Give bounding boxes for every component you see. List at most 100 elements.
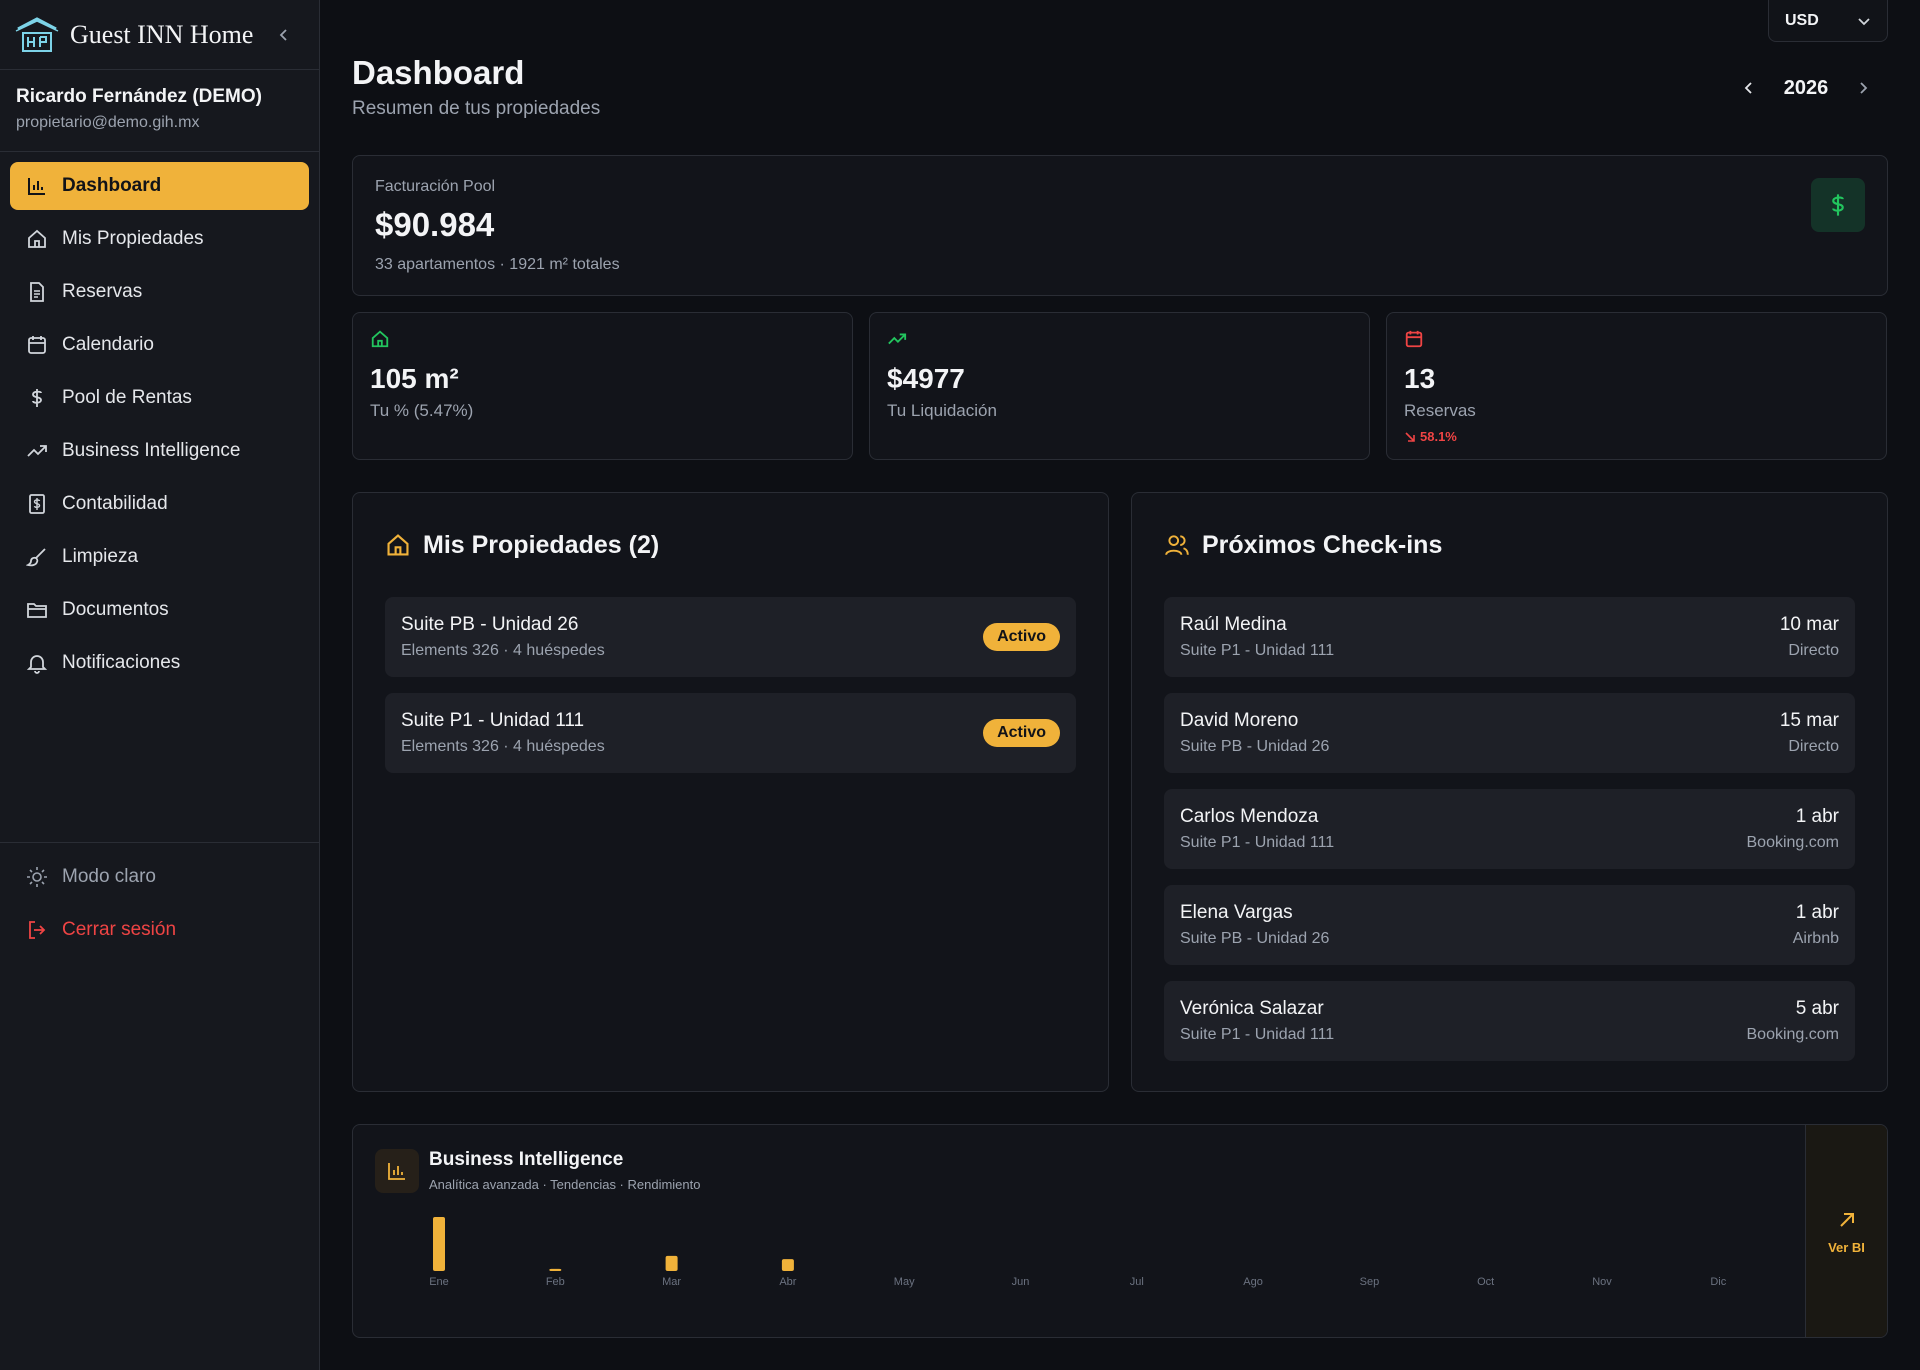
ver-bi-button[interactable]: Ver BI	[1805, 1125, 1887, 1337]
sidebar-item-reservas[interactable]: Reservas	[10, 268, 309, 316]
chevron-down-icon	[1858, 17, 1870, 25]
tick-label-ago: Ago	[1243, 1276, 1263, 1288]
checkin-channel: Directo	[1788, 738, 1839, 755]
sidebar-item-label: Contabilidad	[62, 493, 168, 514]
stat-change-value: 58.1%	[1420, 429, 1457, 444]
properties-title: Mis Propiedades (2)	[423, 530, 660, 559]
bi-subtitle: Analítica avanzada · Tendencias · Rendim…	[429, 1177, 701, 1192]
trending-up-icon	[888, 333, 907, 345]
bar-abr	[781, 1259, 794, 1271]
checkin-row[interactable]: Raúl Medina Suite P1 - Unidad 111 10 mar…	[1164, 597, 1855, 677]
logout-button[interactable]: Cerrar sesión	[10, 906, 309, 954]
checkin-row[interactable]: Elena Vargas Suite PB - Unidad 26 1 abr …	[1164, 885, 1855, 965]
stat-change: 58.1%	[1404, 429, 1869, 444]
bar-mar	[665, 1255, 678, 1271]
checkin-channel: Booking.com	[1746, 834, 1840, 851]
calendar-icon	[28, 336, 46, 354]
stat-card-liquidacion: $4977 Tu Liquidación	[869, 312, 1370, 460]
sidebar-item-propiedades[interactable]: Mis Propiedades	[10, 215, 309, 263]
arrow-up-right-icon	[1839, 1212, 1854, 1227]
sidebar-item-label: Calendario	[62, 334, 154, 355]
user-info: Ricardo Fernández (DEMO) propietario@dem…	[0, 70, 319, 152]
currency-value: USD	[1785, 11, 1819, 29]
checkin-channel: Booking.com	[1746, 1026, 1840, 1043]
logout-icon	[29, 921, 46, 939]
brand: Guest INN Home	[0, 0, 319, 70]
stat-value: 13	[1404, 363, 1436, 394]
calendar-icon	[1405, 330, 1423, 348]
guest-unit: Suite PB - Unidad 26	[1180, 930, 1330, 947]
theme-toggle-button[interactable]: Modo claro	[10, 853, 309, 901]
checkin-row[interactable]: Carlos Mendoza Suite P1 - Unidad 111 1 a…	[1164, 789, 1855, 869]
sidebar-item-documentos[interactable]: Documentos	[10, 586, 309, 634]
guest-unit: Suite P1 - Unidad 111	[1180, 1026, 1335, 1043]
bell-icon	[26, 655, 48, 674]
users-icon	[1165, 535, 1189, 556]
checkin-row[interactable]: Verónica Salazar Suite P1 - Unidad 111 5…	[1164, 981, 1855, 1061]
sidebar-item-label: Mis Propiedades	[62, 228, 204, 249]
sidebar-item-bi[interactable]: Business Intelligence	[10, 427, 309, 475]
sidebar-item-limpieza[interactable]: Limpieza	[10, 533, 309, 581]
prev-year-button[interactable]	[1736, 75, 1762, 101]
property-name: Suite P1 - Unidad 111	[401, 710, 585, 731]
guest-unit: Suite P1 - Unidad 111	[1180, 834, 1335, 851]
bar-chart-icon	[28, 178, 45, 195]
tick-label-oct: Oct	[1477, 1276, 1494, 1288]
stat-card-reservas: 13 Reservas 58.1%	[1386, 312, 1887, 460]
tick-label-abr: Abr	[779, 1276, 796, 1288]
home-icon	[28, 229, 46, 248]
page-subtitle: Resumen de tus propiedades	[352, 98, 601, 119]
stat-card-area: 105 m² Tu % (5.47%)	[352, 312, 853, 460]
chevron-left-icon	[279, 28, 287, 41]
pool-card: Facturación Pool $90.984 33 apartamentos…	[352, 155, 1888, 296]
stat-label: Tu Liquidación	[887, 401, 997, 420]
checkins-panel: Próximos Check-ins Raúl Medina Suite P1 …	[1131, 492, 1888, 1092]
property-name: Suite PB - Unidad 26	[401, 614, 579, 635]
checkins-title: Próximos Check-ins	[1202, 530, 1443, 559]
sidebar-item-pool[interactable]: Pool de Rentas	[10, 374, 309, 422]
sidebar-item-label: Business Intelligence	[62, 440, 241, 461]
sidebar-item-dashboard[interactable]: Dashboard	[10, 162, 309, 210]
checkin-date: 15 mar	[1779, 710, 1839, 731]
tick-label-ene: Ene	[429, 1276, 449, 1288]
guest-name: Verónica Salazar	[1180, 998, 1324, 1019]
tick-label-nov: Nov	[1592, 1276, 1612, 1288]
sidebar-item-notificaciones[interactable]: Notificaciones	[10, 639, 309, 687]
tick-label-dic: Dic	[1710, 1276, 1726, 1288]
next-year-button[interactable]	[1850, 75, 1876, 101]
guest-unit: Suite P1 - Unidad 111	[1180, 642, 1335, 659]
tick-label-feb: Feb	[546, 1276, 565, 1288]
tick-label-sep: Sep	[1360, 1276, 1380, 1288]
sidebar: Guest INN Home Ricardo Fernández (DEMO) …	[0, 0, 320, 1370]
bi-bar-chart: Ene Feb Mar Abr May Jun Jul Ago Sep Oct Nov Dic	[429, 1217, 1727, 1288]
ver-bi-label: Ver BI	[1828, 1239, 1865, 1255]
status-badge: Activo	[983, 623, 1060, 651]
chevron-right-icon	[1860, 82, 1868, 94]
currency-select[interactable]: USD	[1768, 0, 1888, 42]
stat-label: Reservas	[1404, 401, 1476, 420]
dollar-icon	[1811, 178, 1865, 232]
checkin-date: 10 mar	[1779, 614, 1839, 635]
sidebar-item-label: Limpieza	[62, 546, 139, 567]
property-row[interactable]: Suite PB - Unidad 26 Elements 326 · 4 hu…	[385, 597, 1076, 677]
guest-name: Carlos Mendoza	[1180, 806, 1319, 827]
pool-label: Facturación Pool	[375, 178, 496, 195]
pool-value: $90.984	[375, 206, 495, 243]
sidebar-item-contabilidad[interactable]: Contabilidad	[10, 480, 309, 528]
home-icon	[387, 534, 409, 556]
guest-unit: Suite PB - Unidad 26	[1180, 738, 1330, 755]
chevron-left-icon	[1744, 82, 1752, 94]
user-email: propietario@demo.gih.mx	[16, 114, 200, 131]
bi-card[interactable]: Business Intelligence Analítica avanzada…	[352, 1124, 1888, 1338]
stat-value: 105 m²	[370, 363, 459, 394]
brush-icon	[26, 548, 46, 567]
checkin-row[interactable]: David Moreno Suite PB - Unidad 26 15 mar…	[1164, 693, 1855, 773]
checkin-date: 1 abr	[1795, 806, 1839, 827]
tick-label-mar: Mar	[662, 1276, 681, 1288]
property-row[interactable]: Suite P1 - Unidad 111 Elements 326 · 4 h…	[385, 693, 1076, 773]
sidebar-footer: Modo claro Cerrar sesión	[0, 842, 319, 968]
sidebar-item-calendario[interactable]: Calendario	[10, 321, 309, 369]
collapse-sidebar-button[interactable]	[273, 24, 295, 46]
guest-name: Elena Vargas	[1180, 902, 1293, 923]
document-icon	[30, 282, 44, 302]
